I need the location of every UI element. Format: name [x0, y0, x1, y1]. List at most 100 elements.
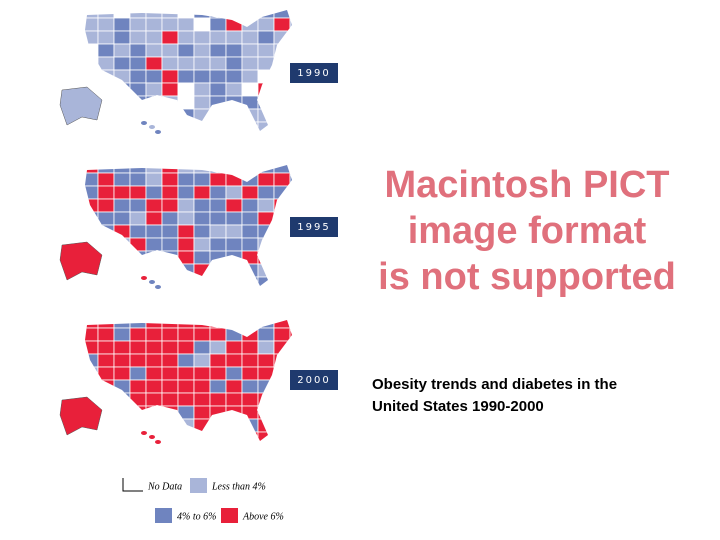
state: [161, 56, 179, 71]
year-label: 2000: [297, 375, 330, 386]
state: [273, 276, 291, 286]
state: [113, 185, 131, 200]
state: [241, 320, 259, 329]
state: [113, 431, 131, 441]
state: [129, 263, 147, 278]
state: [225, 198, 243, 213]
year-box: [290, 217, 338, 237]
alaska: [59, 86, 103, 126]
state: [113, 418, 131, 433]
state: [113, 366, 131, 381]
state: [145, 69, 163, 84]
state: [161, 366, 179, 381]
state: [85, 327, 99, 342]
state: [193, 392, 211, 407]
state: [225, 172, 243, 187]
state: [193, 340, 211, 355]
state: [177, 172, 195, 187]
state: [273, 56, 291, 71]
state: [241, 431, 259, 441]
state: [177, 30, 195, 45]
state: [97, 82, 115, 97]
state: [97, 185, 115, 200]
state: [273, 340, 291, 355]
state: [85, 340, 99, 355]
state: [209, 392, 227, 407]
state: [85, 366, 99, 381]
state: [97, 10, 115, 19]
state: [209, 121, 227, 131]
state: [113, 353, 131, 368]
state: [113, 30, 131, 45]
state: [113, 121, 131, 131]
state: [257, 43, 275, 58]
state: [209, 10, 227, 19]
state: [129, 10, 147, 19]
state: [209, 418, 227, 433]
state: [161, 17, 179, 32]
state: [129, 185, 147, 200]
hawaii: [141, 276, 147, 280]
state: [273, 237, 291, 252]
states: [85, 10, 292, 131]
state: [113, 95, 131, 110]
state: [145, 30, 163, 45]
state: [193, 211, 211, 226]
state: [257, 320, 275, 329]
state: [241, 95, 259, 110]
state: [193, 172, 211, 187]
state: [113, 224, 131, 239]
legend-swatch: [221, 508, 238, 523]
state: [273, 30, 291, 45]
state: [85, 431, 99, 441]
state: [289, 276, 292, 286]
state: [273, 121, 291, 131]
state: [177, 379, 195, 394]
state: [177, 108, 195, 123]
legend-label: Above 6%: [242, 511, 284, 522]
state: [97, 43, 115, 58]
states: [85, 165, 292, 286]
state: [289, 108, 292, 123]
state: [241, 250, 259, 265]
state: [97, 418, 115, 433]
hawaii: [149, 125, 155, 129]
state: [225, 263, 243, 278]
state: [241, 10, 259, 19]
state: [193, 237, 211, 252]
state: [241, 224, 259, 239]
state: [193, 121, 211, 131]
state: [161, 165, 179, 174]
state: [257, 224, 275, 239]
state: [241, 185, 259, 200]
state: [161, 69, 179, 84]
state: [177, 82, 195, 97]
state: [145, 237, 163, 252]
state: [129, 82, 147, 97]
state: [289, 165, 292, 174]
state: [289, 10, 292, 19]
state: [145, 10, 163, 19]
state: [129, 108, 147, 123]
state: [273, 392, 291, 407]
hawaii: [155, 285, 161, 289]
state: [193, 418, 211, 433]
state: [129, 340, 147, 355]
state: [273, 327, 291, 342]
year-box: [290, 370, 338, 390]
state: [97, 392, 115, 407]
state: [85, 56, 99, 71]
state: [273, 198, 291, 213]
state: [257, 108, 275, 123]
state: [177, 320, 195, 329]
state: [257, 366, 275, 381]
state: [257, 30, 275, 45]
state: [145, 108, 163, 123]
state: [97, 276, 115, 286]
state: [241, 366, 259, 381]
us-map: [59, 10, 292, 134]
state: [97, 327, 115, 342]
state: [257, 172, 275, 187]
state: [257, 121, 275, 131]
state: [129, 418, 147, 433]
